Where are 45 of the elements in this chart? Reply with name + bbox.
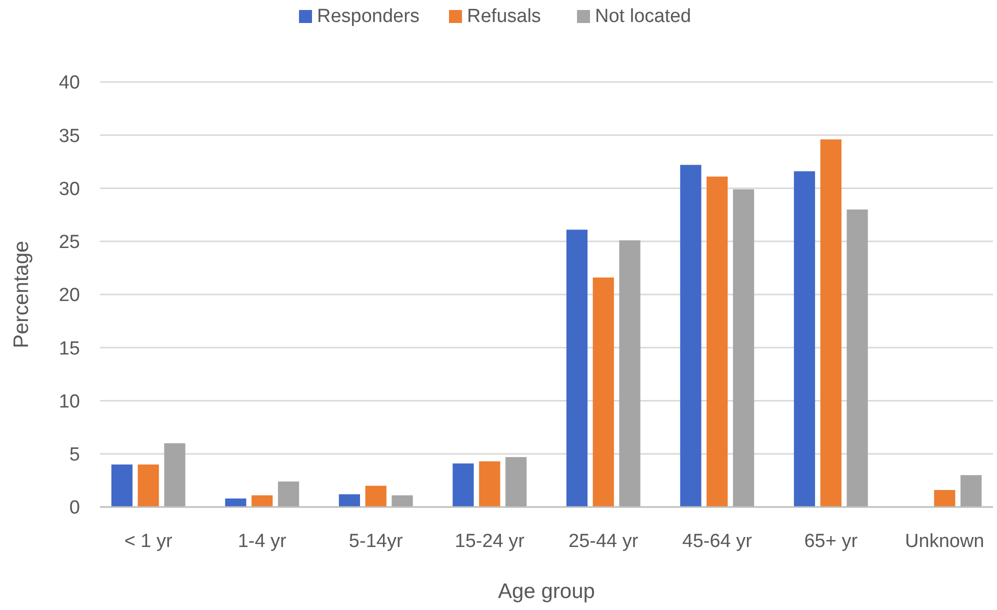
bar	[566, 230, 588, 507]
x-tick-label: 5-14yr	[348, 531, 404, 552]
bar	[794, 171, 816, 507]
y-tick-label: 30	[58, 178, 80, 200]
y-tick-label: 5	[69, 444, 80, 466]
x-tick-label: 1-4 yr	[238, 531, 288, 552]
x-tick-label: 45-64 yr	[682, 531, 753, 552]
bar	[934, 490, 956, 507]
x-tick-label: 15-24 yr	[454, 531, 526, 552]
bar	[164, 443, 186, 507]
x-tick-label: < 1 yr	[124, 531, 174, 552]
bar	[452, 463, 474, 507]
bar	[505, 457, 527, 507]
bar	[680, 164, 702, 507]
bar	[225, 498, 246, 507]
bar	[846, 210, 868, 507]
legend-label: Refusals	[467, 6, 541, 27]
legend-label: Not located	[595, 6, 692, 27]
x-tick-label: Unknown	[905, 531, 984, 552]
y-tick-label: 15	[58, 338, 80, 360]
bar	[706, 176, 728, 507]
y-tick-label: 25	[58, 232, 80, 254]
bar	[138, 464, 159, 507]
y-axis-title: Percentage	[10, 240, 33, 348]
bar	[252, 495, 273, 507]
bar	[960, 475, 982, 507]
y-tick-label: 0	[69, 498, 80, 519]
bar	[592, 278, 614, 507]
bar	[392, 495, 413, 507]
bar	[732, 189, 754, 507]
y-tick-label: 35	[58, 126, 80, 147]
bar	[479, 461, 500, 507]
x-tick-label: 65+ yr	[804, 531, 858, 552]
bar	[820, 139, 842, 507]
bar	[365, 486, 386, 507]
y-tick-label: 40	[58, 72, 80, 94]
legend-label: Responders	[317, 6, 420, 27]
bar	[278, 482, 300, 507]
x-tick-label: 25-44 yr	[568, 531, 639, 552]
x-axis-title: Age group	[498, 580, 595, 603]
bar	[619, 240, 640, 507]
y-tick-label: 10	[58, 391, 80, 412]
bar	[111, 464, 133, 507]
bar	[338, 494, 360, 507]
y-tick-label: 20	[58, 285, 80, 306]
